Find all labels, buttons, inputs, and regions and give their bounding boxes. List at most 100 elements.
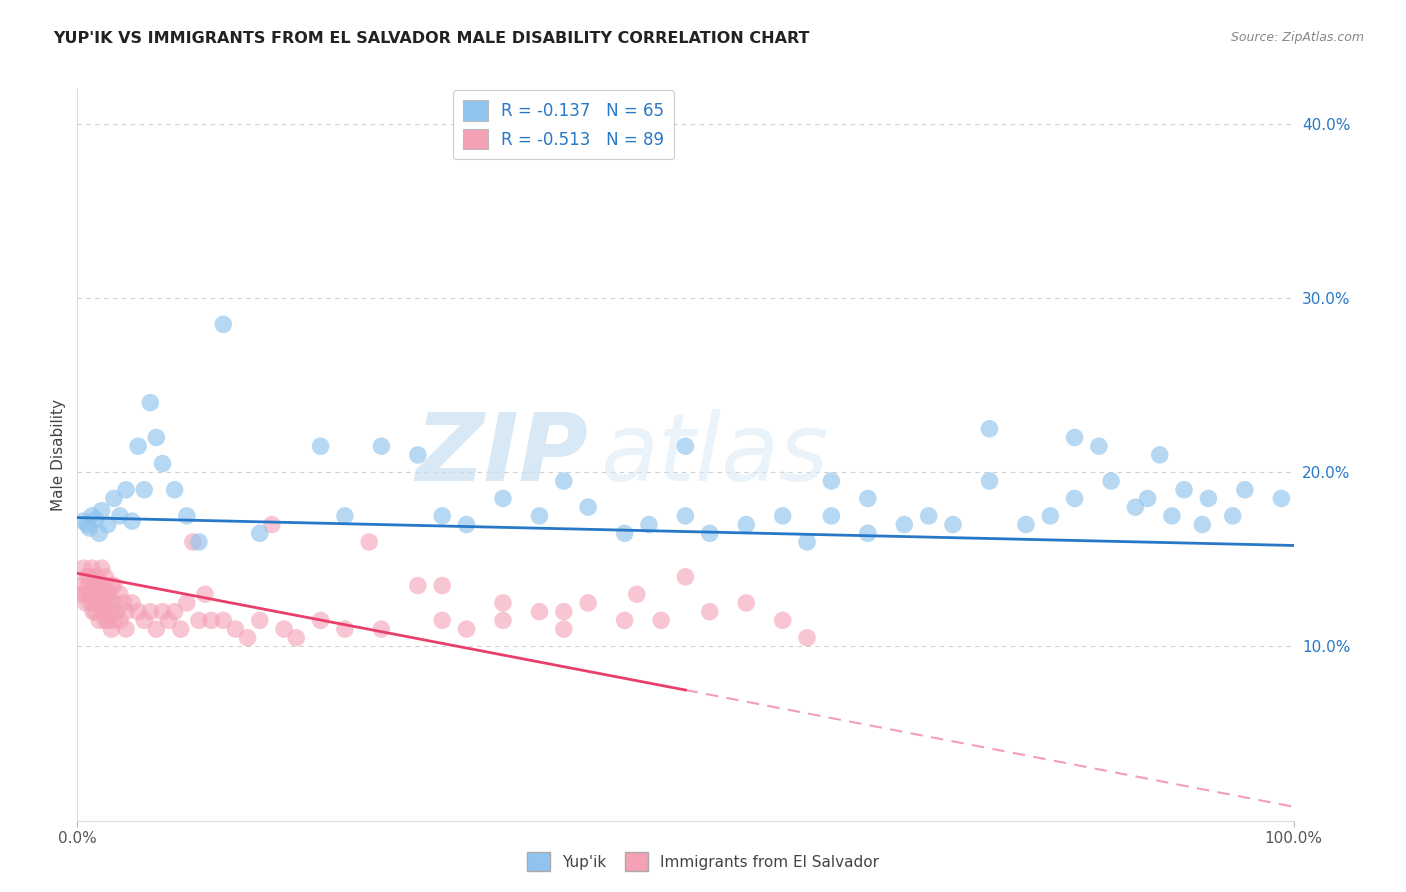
Point <box>97 613 120 627</box>
Point <box>80 587 103 601</box>
Point <box>675 439 697 453</box>
Point <box>1270 491 1292 506</box>
Point <box>613 613 636 627</box>
Point <box>430 578 453 592</box>
Point <box>139 395 162 409</box>
Point <box>134 613 156 627</box>
Point <box>796 631 818 645</box>
Point <box>89 526 111 541</box>
Point <box>84 587 107 601</box>
Point <box>820 508 842 523</box>
Point <box>309 613 332 627</box>
Point <box>430 508 453 523</box>
Point <box>103 613 125 627</box>
Point <box>94 570 117 584</box>
Point <box>176 508 198 523</box>
Point <box>100 578 122 592</box>
Point <box>112 596 135 610</box>
Point <box>200 613 222 627</box>
Point <box>127 605 149 619</box>
Point <box>115 483 138 497</box>
Point <box>212 613 235 627</box>
Point <box>492 596 515 610</box>
Point <box>97 587 120 601</box>
Point <box>79 570 101 584</box>
Point <box>675 508 697 523</box>
Point <box>796 535 818 549</box>
Point <box>152 457 174 471</box>
Point <box>170 622 193 636</box>
Point <box>359 535 381 549</box>
Point <box>918 508 941 523</box>
Point <box>70 578 93 592</box>
Point <box>1125 500 1147 515</box>
Point <box>91 605 114 619</box>
Point <box>80 596 103 610</box>
Point <box>772 508 794 523</box>
Point <box>430 613 453 627</box>
Point <box>72 514 94 528</box>
Point <box>89 596 111 610</box>
Point <box>188 613 211 627</box>
Point <box>163 483 186 497</box>
Point <box>576 596 599 610</box>
Point <box>553 605 575 619</box>
Point <box>1136 491 1159 506</box>
Point <box>108 508 131 523</box>
Point <box>1149 448 1171 462</box>
Text: YUP'IK VS IMMIGRANTS FROM EL SALVADOR MALE DISABILITY CORRELATION CHART: YUP'IK VS IMMIGRANTS FROM EL SALVADOR MA… <box>53 31 810 46</box>
Point <box>406 448 429 462</box>
Point <box>98 605 121 619</box>
Point <box>134 483 156 497</box>
Point <box>772 613 794 627</box>
Point <box>979 474 1001 488</box>
Point <box>1173 483 1195 497</box>
Point <box>492 613 515 627</box>
Point <box>115 605 138 619</box>
Point <box>94 613 117 627</box>
Point <box>176 596 198 610</box>
Point <box>406 578 429 592</box>
Point <box>1088 439 1111 453</box>
Point <box>121 514 143 528</box>
Point <box>1233 483 1256 497</box>
Point <box>1063 430 1085 444</box>
Point <box>529 508 551 523</box>
Point <box>93 578 115 592</box>
Point <box>145 430 167 444</box>
Point <box>236 631 259 645</box>
Text: atlas: atlas <box>600 409 828 500</box>
Point <box>285 631 308 645</box>
Text: Source: ZipAtlas.com: Source: ZipAtlas.com <box>1230 31 1364 45</box>
Point <box>90 561 112 575</box>
Point <box>83 596 105 610</box>
Point <box>1063 491 1085 506</box>
Point <box>1191 517 1213 532</box>
Point <box>90 587 112 601</box>
Point <box>1039 508 1062 523</box>
Legend: R = -0.137   N = 65, R = -0.513   N = 89: R = -0.137 N = 65, R = -0.513 N = 89 <box>453 90 675 159</box>
Point <box>72 561 94 575</box>
Point <box>699 526 721 541</box>
Point <box>553 474 575 488</box>
Point <box>79 521 101 535</box>
Point <box>188 535 211 549</box>
Point <box>1222 508 1244 523</box>
Point <box>942 517 965 532</box>
Point <box>333 508 356 523</box>
Point <box>370 439 392 453</box>
Point <box>456 622 478 636</box>
Point <box>90 596 112 610</box>
Point <box>73 587 96 601</box>
Point <box>194 587 217 601</box>
Point <box>163 605 186 619</box>
Text: ZIP: ZIP <box>415 409 588 501</box>
Point <box>115 622 138 636</box>
Point <box>856 491 879 506</box>
Point <box>79 587 101 601</box>
Point <box>87 587 110 601</box>
Point <box>249 613 271 627</box>
Point <box>80 561 103 575</box>
Point <box>127 439 149 453</box>
Point <box>100 622 122 636</box>
